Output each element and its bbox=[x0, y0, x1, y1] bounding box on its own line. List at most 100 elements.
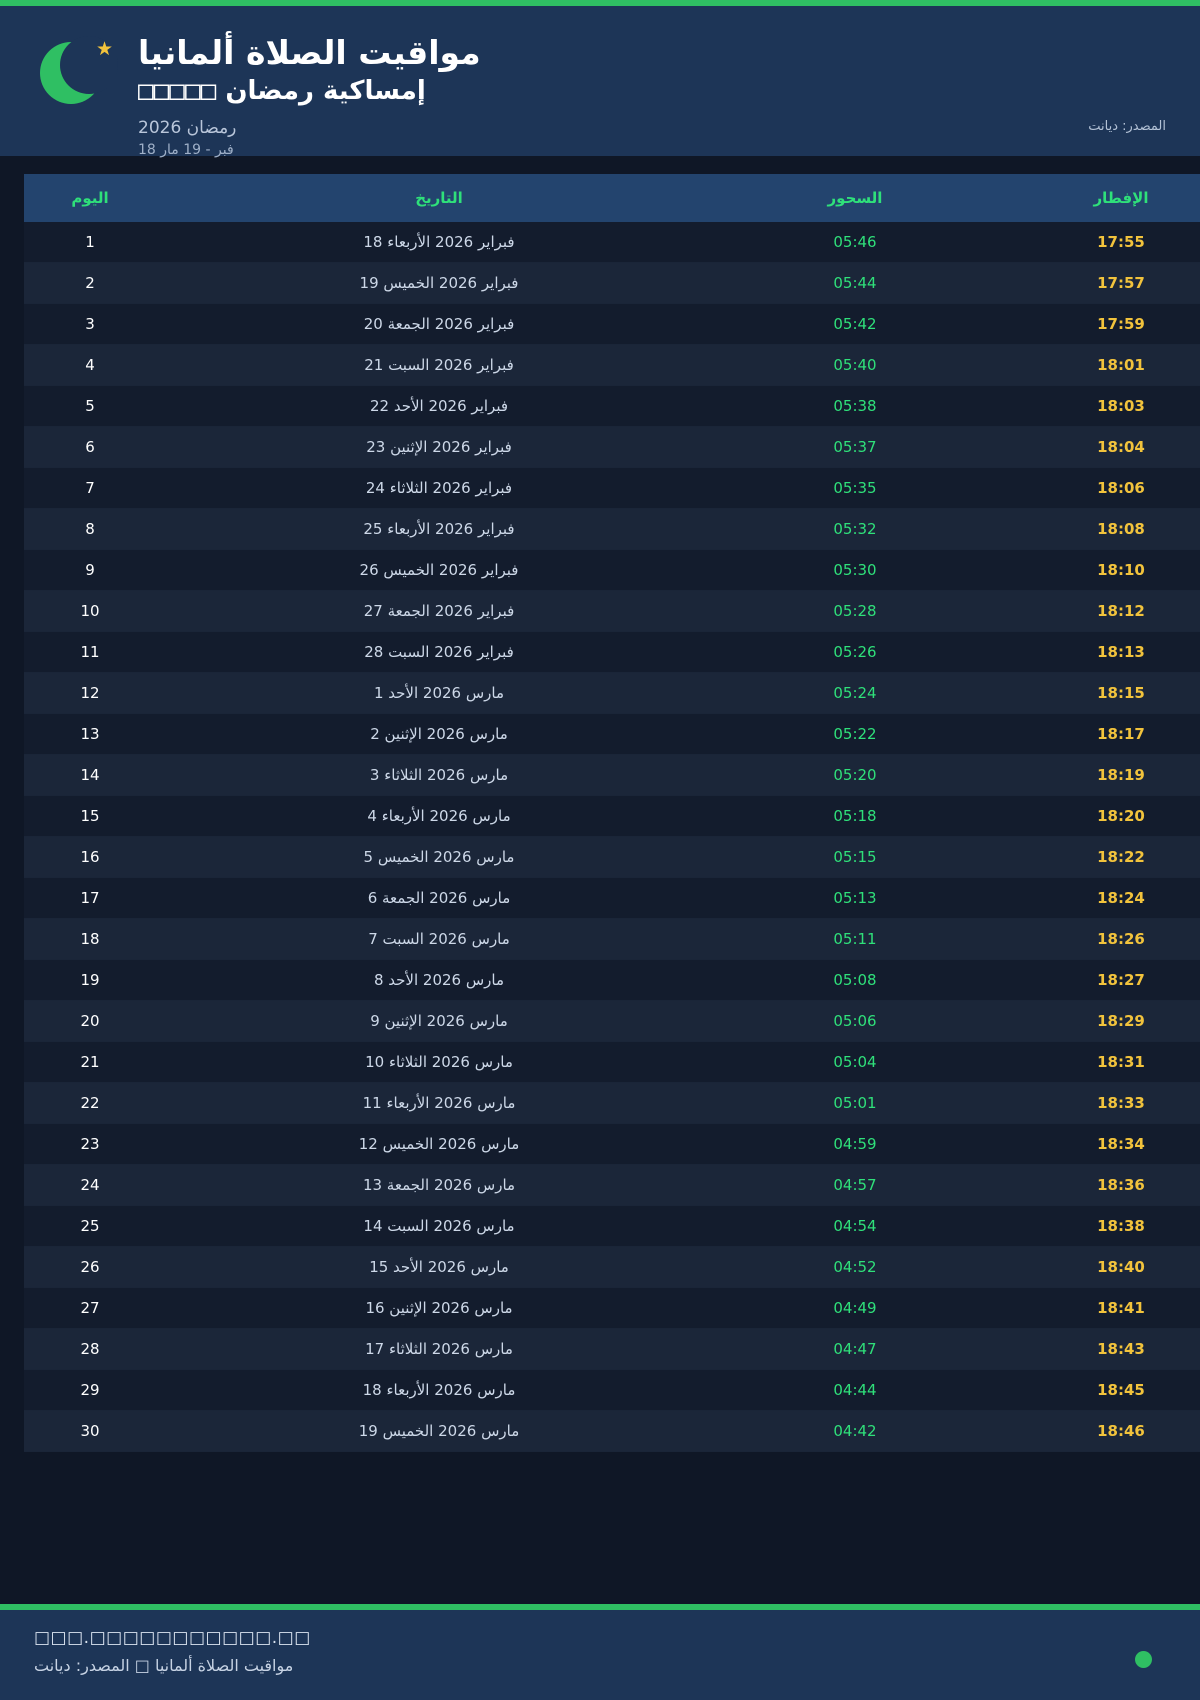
cell-date: 18 فبراير 2026 الأربعاء bbox=[156, 222, 722, 263]
cell-date: 7 مارس 2026 السبت bbox=[156, 918, 722, 960]
cell-suhur: 05:04 bbox=[722, 1041, 988, 1083]
cell-iftar: 18:17 bbox=[988, 713, 1200, 755]
table-row[interactable]: 12 1 مارس 2026 الأحد 05:24 18:15 bbox=[24, 672, 1200, 714]
cell-iftar: 18:33 bbox=[988, 1082, 1200, 1124]
cell-iftar: 18:12 bbox=[988, 590, 1200, 632]
cell-suhur: 05:35 bbox=[722, 467, 988, 509]
cell-iftar: 18:46 bbox=[988, 1410, 1200, 1452]
cell-suhur: 04:57 bbox=[722, 1164, 988, 1206]
cell-date: 12 مارس 2026 الخميس bbox=[156, 1123, 722, 1165]
cell-date: 8 مارس 2026 الأحد bbox=[156, 959, 722, 1001]
cell-day: 4 bbox=[24, 344, 156, 386]
table-row[interactable]: 9 26 فبراير 2026 الخميس 05:30 18:10 bbox=[24, 549, 1200, 591]
cell-iftar: 18:24 bbox=[988, 877, 1200, 919]
table-row[interactable]: 8 25 فبراير 2026 الأربعاء 05:32 18:08 bbox=[24, 508, 1200, 550]
cell-suhur: 04:59 bbox=[722, 1123, 988, 1165]
table-row[interactable]: 28 17 مارس 2026 الثلاثاء 04:47 18:43 bbox=[24, 1328, 1200, 1370]
table-row[interactable]: 10 27 فبراير 2026 الجمعة 05:28 18:12 bbox=[24, 590, 1200, 632]
cell-suhur: 05:15 bbox=[722, 836, 988, 878]
table-row[interactable]: 2 19 فبراير 2026 الخميس 05:44 17:57 bbox=[24, 262, 1200, 304]
column-header-iftar[interactable]: الإفطار bbox=[988, 174, 1200, 222]
cell-date: 9 مارس 2026 الإثنين bbox=[156, 1000, 722, 1042]
table-row[interactable]: 4 21 فبراير 2026 السبت 05:40 18:01 bbox=[24, 344, 1200, 386]
table-header-row: اليوم التاريخ السحور الإفطار bbox=[24, 174, 1200, 222]
footer-website-url[interactable]: □□□.□□□□□□□□□□□.□□ bbox=[34, 1628, 311, 1648]
table-row[interactable]: 6 23 فبراير 2026 الإثنين 05:37 18:04 bbox=[24, 426, 1200, 468]
cell-iftar: 18:38 bbox=[988, 1205, 1200, 1247]
cell-day: 21 bbox=[24, 1041, 156, 1083]
cell-iftar: 18:27 bbox=[988, 959, 1200, 1001]
cell-day: 26 bbox=[24, 1246, 156, 1288]
date-range-label: 18 فبر - 19 مار bbox=[138, 141, 234, 158]
star-icon: ★ bbox=[96, 38, 114, 60]
cell-iftar: 18:34 bbox=[988, 1123, 1200, 1165]
cell-iftar: 18:31 bbox=[988, 1041, 1200, 1083]
cell-suhur: 05:06 bbox=[722, 1000, 988, 1042]
cell-date: 20 فبراير 2026 الجمعة bbox=[156, 303, 722, 345]
table-row[interactable]: 30 19 مارس 2026 الخميس 04:42 18:46 bbox=[24, 1410, 1200, 1452]
table-row[interactable]: 20 9 مارس 2026 الإثنين 05:06 18:29 bbox=[24, 1000, 1200, 1042]
column-header-suhur[interactable]: السحور bbox=[722, 174, 988, 222]
cell-day: 17 bbox=[24, 877, 156, 919]
cell-iftar: 18:06 bbox=[988, 467, 1200, 509]
table-row[interactable]: 19 8 مارس 2026 الأحد 05:08 18:27 bbox=[24, 959, 1200, 1001]
cell-iftar: 17:57 bbox=[988, 262, 1200, 304]
cell-suhur: 05:11 bbox=[722, 918, 988, 960]
cell-iftar: 18:15 bbox=[988, 672, 1200, 714]
footer-note: مواقيت الصلاة ألمانيا □ المصدر: ديانت bbox=[34, 1656, 294, 1675]
table-row[interactable]: 7 24 فبراير 2026 الثلاثاء 05:35 18:06 bbox=[24, 467, 1200, 509]
cell-iftar: 18:13 bbox=[988, 631, 1200, 673]
table-row[interactable]: 16 5 مارس 2026 الخميس 05:15 18:22 bbox=[24, 836, 1200, 878]
cell-iftar: 18:04 bbox=[988, 426, 1200, 468]
cell-date: 25 فبراير 2026 الأربعاء bbox=[156, 508, 722, 550]
subtitle-text: إمساكية رمضان bbox=[225, 76, 426, 107]
column-header-date[interactable]: التاريخ bbox=[156, 174, 722, 222]
cell-date: 13 مارس 2026 الجمعة bbox=[156, 1164, 722, 1206]
cell-day: 2 bbox=[24, 262, 156, 304]
cell-date: 22 فبراير 2026 الأحد bbox=[156, 385, 722, 427]
cell-day: 16 bbox=[24, 836, 156, 878]
cell-iftar: 18:45 bbox=[988, 1369, 1200, 1411]
table-row[interactable]: 13 2 مارس 2026 الإثنين 05:22 18:17 bbox=[24, 713, 1200, 755]
cell-suhur: 05:24 bbox=[722, 672, 988, 714]
table-row[interactable]: 3 20 فبراير 2026 الجمعة 05:42 17:59 bbox=[24, 303, 1200, 345]
column-header-day[interactable]: اليوم bbox=[24, 174, 156, 222]
table-row[interactable]: 11 28 فبراير 2026 السبت 05:26 18:13 bbox=[24, 631, 1200, 673]
cell-iftar: 18:43 bbox=[988, 1328, 1200, 1370]
table-row[interactable]: 25 14 مارس 2026 السبت 04:54 18:38 bbox=[24, 1205, 1200, 1247]
cell-date: 24 فبراير 2026 الثلاثاء bbox=[156, 467, 722, 509]
table-row[interactable]: 24 13 مارس 2026 الجمعة 04:57 18:36 bbox=[24, 1164, 1200, 1206]
cell-suhur: 04:44 bbox=[722, 1369, 988, 1411]
table-row[interactable]: 27 16 مارس 2026 الإثنين 04:49 18:41 bbox=[24, 1287, 1200, 1329]
cell-iftar: 17:55 bbox=[988, 222, 1200, 263]
cell-suhur: 05:18 bbox=[722, 795, 988, 837]
header-source-label: المصدر: ديانت bbox=[1088, 119, 1166, 134]
table-row[interactable]: 15 4 مارس 2026 الأربعاء 05:18 18:20 bbox=[24, 795, 1200, 837]
cell-iftar: 18:22 bbox=[988, 836, 1200, 878]
table-row[interactable]: 14 3 مارس 2026 الثلاثاء 05:20 18:19 bbox=[24, 754, 1200, 796]
month-label: رمضان 2026 bbox=[138, 117, 237, 138]
table-row[interactable]: 23 12 مارس 2026 الخميس 04:59 18:34 bbox=[24, 1123, 1200, 1165]
cell-day: 29 bbox=[24, 1369, 156, 1411]
table-row[interactable]: 29 18 مارس 2026 الأربعاء 04:44 18:45 bbox=[24, 1369, 1200, 1411]
cell-suhur: 05:38 bbox=[722, 385, 988, 427]
table-row[interactable]: 21 10 مارس 2026 الثلاثاء 05:04 18:31 bbox=[24, 1041, 1200, 1083]
cell-day: 20 bbox=[24, 1000, 156, 1042]
cell-date: 1 مارس 2026 الأحد bbox=[156, 672, 722, 714]
table-row[interactable]: 17 6 مارس 2026 الجمعة 05:13 18:24 bbox=[24, 877, 1200, 919]
cell-suhur: 05:40 bbox=[722, 344, 988, 386]
table-row[interactable]: 18 7 مارس 2026 السبت 05:11 18:26 bbox=[24, 918, 1200, 960]
table-row[interactable]: 26 15 مارس 2026 الأحد 04:52 18:40 bbox=[24, 1246, 1200, 1288]
page-title: مواقيت الصلاة ألمانيا bbox=[138, 33, 481, 72]
schedule-container: اليوم التاريخ السحور الإفطار 1 18 فبراير … bbox=[0, 156, 1200, 1452]
cell-suhur: 05:13 bbox=[722, 877, 988, 919]
cell-iftar: 18:01 bbox=[988, 344, 1200, 386]
table-row[interactable]: 1 18 فبراير 2026 الأربعاء 05:46 17:55 bbox=[24, 222, 1200, 263]
cell-suhur: 05:32 bbox=[722, 508, 988, 550]
table-row[interactable]: 5 22 فبراير 2026 الأحد 05:38 18:03 bbox=[24, 385, 1200, 427]
cell-day: 11 bbox=[24, 631, 156, 673]
table-row[interactable]: 22 11 مارس 2026 الأربعاء 05:01 18:33 bbox=[24, 1082, 1200, 1124]
cell-suhur: 05:01 bbox=[722, 1082, 988, 1124]
cell-iftar: 18:10 bbox=[988, 549, 1200, 591]
cell-date: 4 مارس 2026 الأربعاء bbox=[156, 795, 722, 837]
